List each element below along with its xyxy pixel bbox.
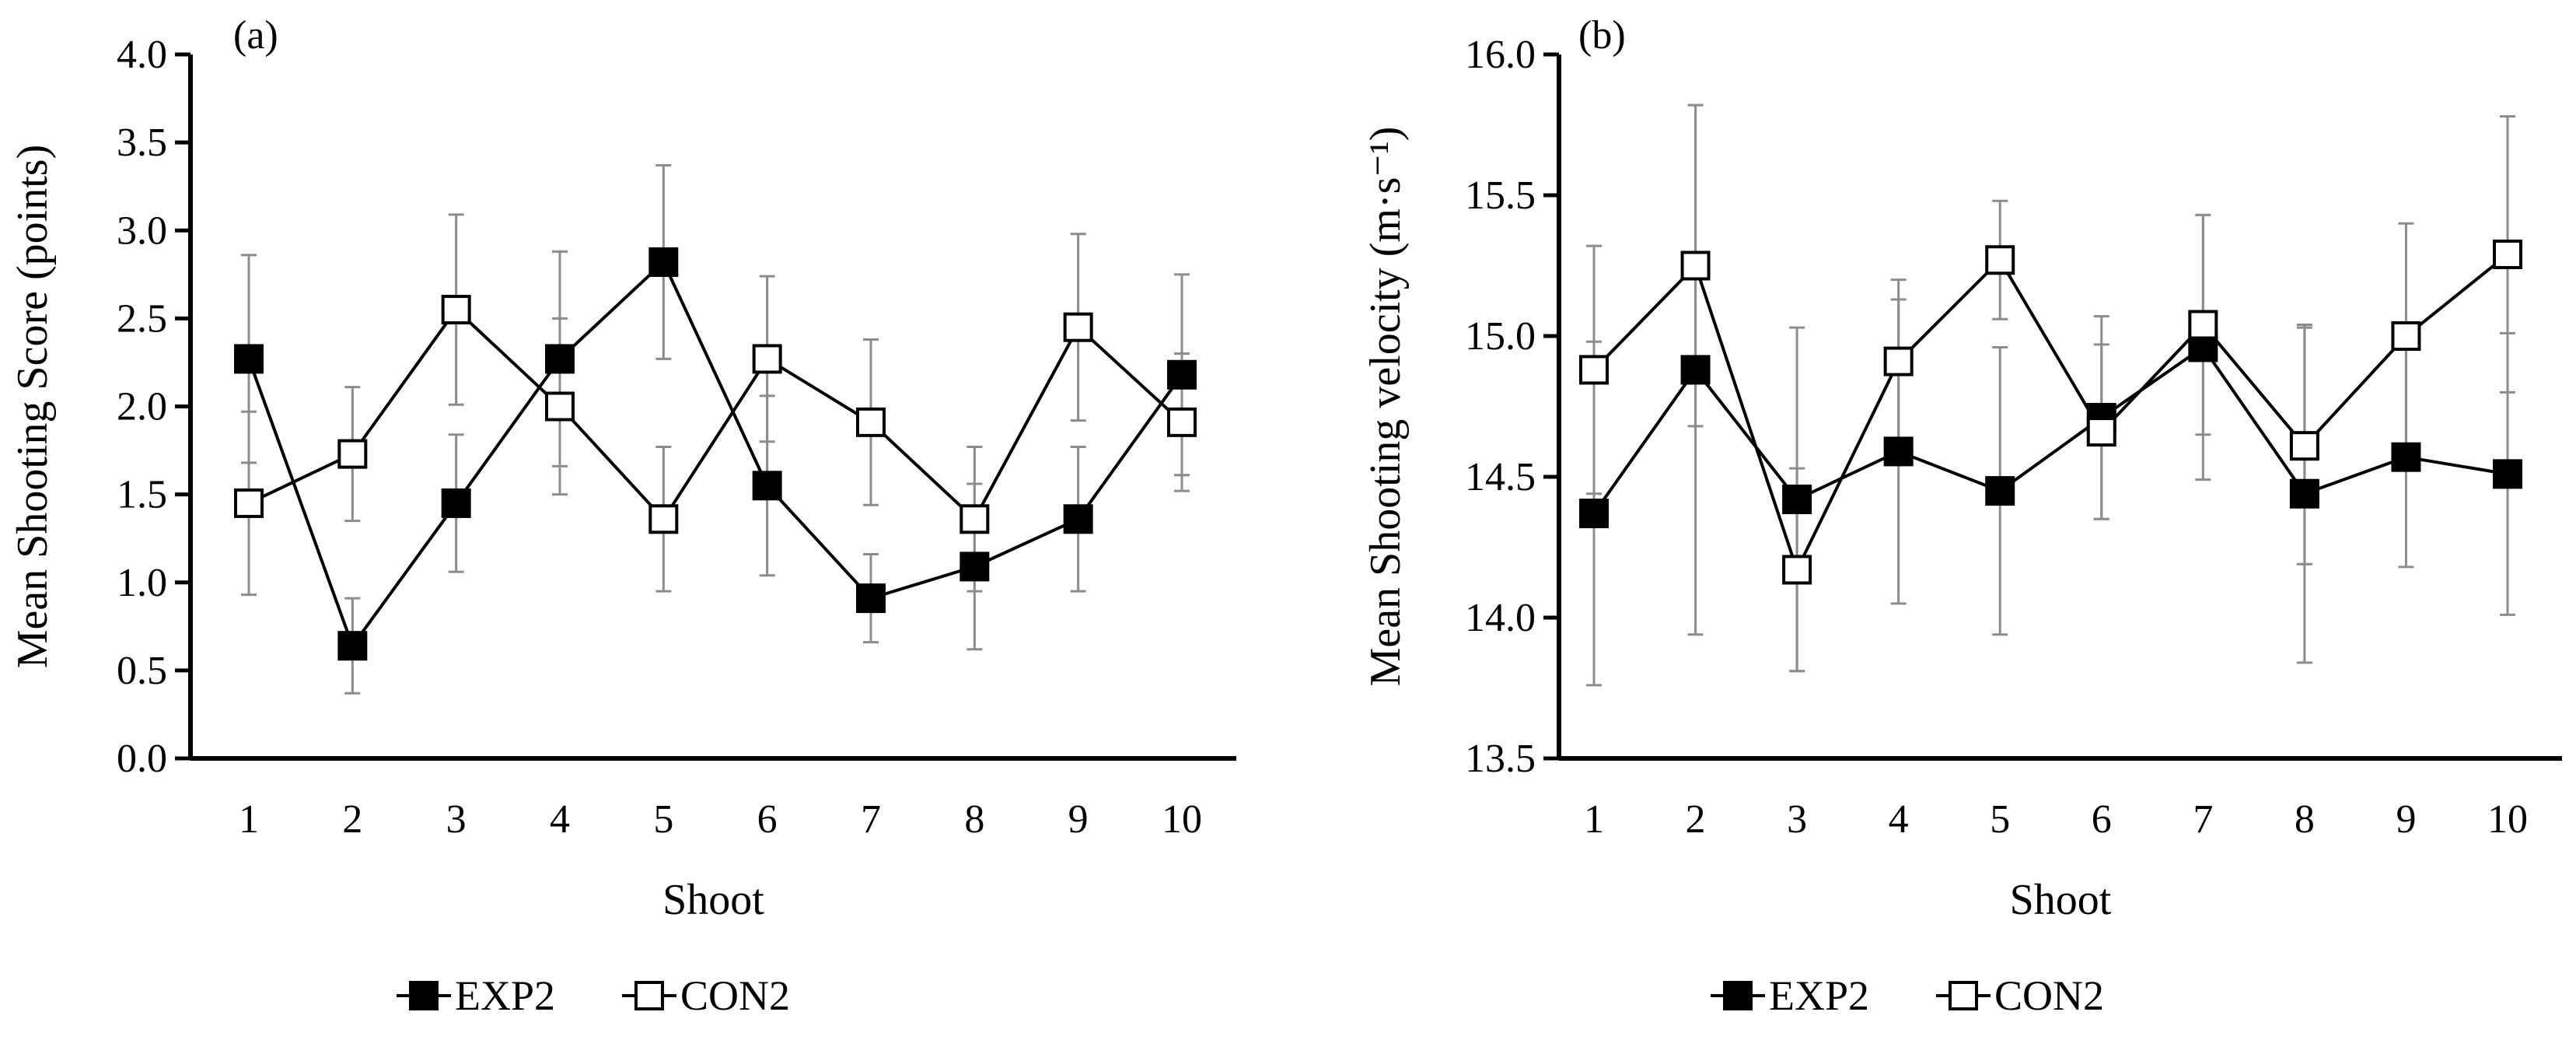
x-tick-label: 7 bbox=[861, 797, 881, 842]
series-line-exp2 bbox=[1592, 345, 2508, 515]
x-tick-label: 7 bbox=[2193, 797, 2213, 842]
data-point-con2 bbox=[2188, 310, 2218, 340]
panel-label: (b) bbox=[1578, 13, 1626, 58]
data-point-exp2 bbox=[337, 631, 368, 661]
data-point-con2 bbox=[1167, 407, 1197, 437]
legend-label: EXP2 bbox=[455, 972, 555, 1019]
data-point-exp2 bbox=[856, 583, 886, 614]
data-point-exp2 bbox=[2289, 478, 2319, 509]
x-axis-title: Shoot bbox=[662, 876, 764, 924]
series-line-con2 bbox=[1592, 253, 2509, 574]
y-tick-label: 2.5 bbox=[117, 296, 167, 341]
data-point-con2 bbox=[1579, 355, 1609, 385]
data-point-con2 bbox=[2086, 417, 2116, 447]
data-point-con2 bbox=[959, 504, 990, 534]
y-tick-label: 3.0 bbox=[117, 208, 167, 253]
legend-label: CON2 bbox=[680, 972, 790, 1019]
y-tick-label: 4.0 bbox=[117, 33, 167, 77]
data-point-con2 bbox=[1985, 245, 2015, 275]
data-point-con2 bbox=[441, 295, 471, 325]
data-point-con2 bbox=[2289, 431, 2319, 461]
x-tick-label: 6 bbox=[2092, 797, 2112, 842]
data-point-exp2 bbox=[1985, 476, 2015, 506]
y-tick-label: 1.5 bbox=[117, 473, 167, 517]
legend-label: CON2 bbox=[1994, 972, 2104, 1019]
x-tick-label: 5 bbox=[653, 797, 673, 842]
y-tick-label: 13.5 bbox=[1465, 737, 1536, 781]
x-tick-label: 2 bbox=[1686, 797, 1706, 842]
y-tick-label: 14.5 bbox=[1465, 455, 1536, 499]
data-point-exp2 bbox=[752, 471, 782, 501]
y-tick-label: 15.5 bbox=[1465, 173, 1536, 218]
data-point-exp2 bbox=[441, 488, 471, 518]
x-tick-label: 1 bbox=[1584, 797, 1604, 842]
x-tick-label: 5 bbox=[1990, 797, 2010, 842]
y-tick-label: 14.0 bbox=[1465, 596, 1536, 640]
x-tick-label: 6 bbox=[757, 797, 778, 842]
y-tick-label: 1.0 bbox=[117, 561, 167, 605]
data-point-con2 bbox=[545, 391, 575, 422]
series-line-con2 bbox=[248, 307, 1183, 522]
y-tick-label: 0.0 bbox=[117, 737, 167, 781]
data-point-con2 bbox=[2493, 240, 2522, 270]
y-axis-title: Mean Shooting velocity (m·s⁻¹) bbox=[1361, 127, 1410, 687]
data-point-con2 bbox=[2391, 321, 2421, 351]
x-tick-label: 3 bbox=[446, 797, 467, 842]
data-point-exp2 bbox=[1680, 355, 1711, 385]
data-point-con2 bbox=[1680, 250, 1711, 281]
legend-marker-con2 bbox=[1949, 981, 1978, 1010]
data-point-con2 bbox=[752, 344, 782, 374]
x-tick-label: 8 bbox=[964, 797, 984, 842]
y-tick-label: 2.0 bbox=[117, 385, 167, 429]
x-tick-label: 4 bbox=[1889, 797, 1909, 842]
x-tick-label: 9 bbox=[2396, 797, 2416, 842]
x-tick-label: 8 bbox=[2295, 797, 2315, 842]
data-point-exp2 bbox=[1883, 436, 1914, 467]
y-axis-title: Mean Shooting Score (points) bbox=[9, 145, 57, 668]
x-tick-label: 9 bbox=[1068, 797, 1089, 842]
legend-marker-exp2 bbox=[409, 981, 439, 1010]
data-point-exp2 bbox=[545, 344, 575, 374]
x-tick-label: 3 bbox=[1787, 797, 1807, 842]
x-tick-label: 10 bbox=[2487, 797, 2528, 842]
data-point-con2 bbox=[1782, 555, 1812, 585]
y-tick-label: 16.0 bbox=[1465, 33, 1536, 77]
data-point-con2 bbox=[337, 439, 368, 469]
data-point-exp2 bbox=[1579, 499, 1609, 529]
x-tick-label: 4 bbox=[550, 797, 570, 842]
legend-marker-exp2 bbox=[1723, 981, 1753, 1010]
data-point-exp2 bbox=[2493, 459, 2522, 489]
data-point-exp2 bbox=[648, 247, 679, 277]
y-tick-label: 3.5 bbox=[117, 121, 167, 165]
data-point-exp2 bbox=[234, 344, 264, 374]
data-point-exp2 bbox=[2391, 442, 2421, 472]
x-tick-label: 10 bbox=[1162, 797, 1202, 842]
data-point-con2 bbox=[1883, 346, 1914, 376]
x-tick-label: 1 bbox=[239, 797, 259, 842]
series-line-exp2 bbox=[247, 259, 1183, 650]
data-point-exp2 bbox=[959, 552, 990, 582]
y-tick-label: 15.0 bbox=[1465, 314, 1536, 359]
panel-b: 13.5 14.0 14.5 15.0 15.5 16.0 1 2 3 4 5 6 7 8 9 10 Shoot… bbox=[1361, 13, 2562, 1019]
data-point-con2 bbox=[648, 504, 679, 534]
data-point-exp2 bbox=[1782, 484, 1812, 514]
data-point-exp2 bbox=[1167, 359, 1197, 390]
panel-a: 0.0 0.5 1.0 1.5 2.0 2.5 3.0 3.5 4.0 1 2 3 4 5 6 7 8 9 10 Sh… bbox=[9, 13, 1236, 1019]
x-tick-label: 2 bbox=[342, 797, 362, 842]
x-axis-title: Shoot bbox=[2010, 876, 2112, 924]
legend-label: EXP2 bbox=[1769, 972, 1869, 1019]
legend-marker-con2 bbox=[634, 981, 664, 1010]
data-point-con2 bbox=[1063, 312, 1093, 342]
data-point-exp2 bbox=[1063, 504, 1093, 534]
data-point-con2 bbox=[234, 488, 264, 518]
data-point-con2 bbox=[856, 407, 886, 437]
y-tick-label: 0.5 bbox=[117, 649, 167, 693]
panel-label: (a) bbox=[233, 13, 278, 58]
